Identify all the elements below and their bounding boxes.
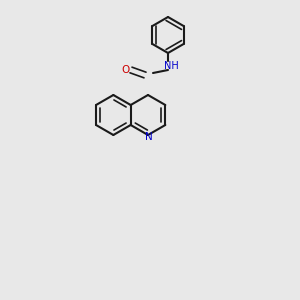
Text: NH: NH (164, 61, 178, 71)
Text: O: O (121, 65, 129, 75)
Text: N: N (145, 132, 153, 142)
